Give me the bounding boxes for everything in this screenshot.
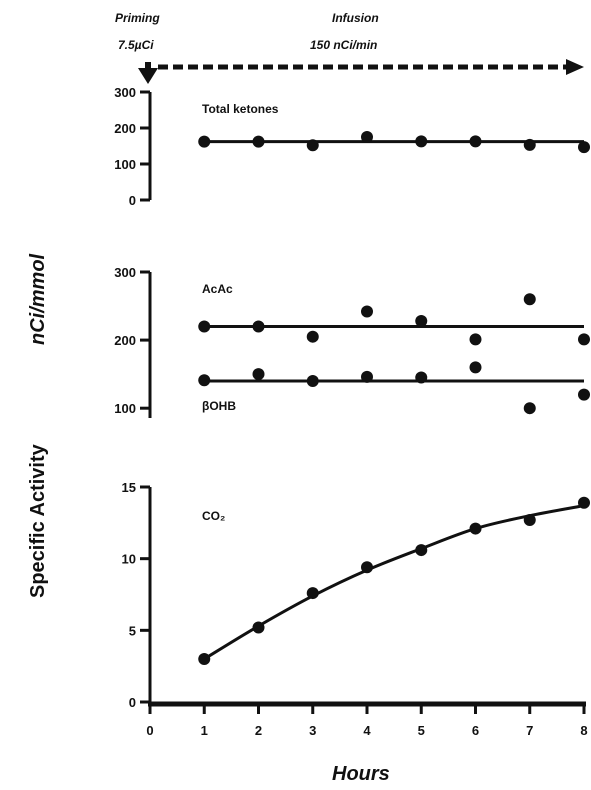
data-point-middle-0 xyxy=(578,333,590,346)
priming-arrow xyxy=(138,62,158,84)
data-point-top-0 xyxy=(198,135,211,148)
priming-dose: 7.5µCi xyxy=(118,38,154,52)
y-tick-label-bottom: 10 xyxy=(122,552,136,567)
data-point-middle-1 xyxy=(252,368,265,381)
data-point-middle-0 xyxy=(252,320,265,333)
infusion-arrow xyxy=(158,59,584,75)
data-point-top-0 xyxy=(415,135,428,148)
data-point-bottom-0 xyxy=(578,496,590,509)
x-tick-label: 7 xyxy=(526,723,533,738)
data-point-top-0 xyxy=(306,139,319,152)
infusion-title: Infusion xyxy=(332,11,379,25)
y-tick-label-top: 0 xyxy=(129,193,136,208)
y-tick-label-bottom: 15 xyxy=(122,480,136,495)
y-axis-label: Specific Activity xyxy=(27,443,49,598)
x-tick-label: 5 xyxy=(418,723,425,738)
data-point-bottom-0 xyxy=(252,621,265,634)
y-tick-label-bottom: 5 xyxy=(129,623,136,638)
y-tick-label-middle: 200 xyxy=(114,333,136,348)
data-point-middle-0 xyxy=(523,293,536,306)
infusion-rate: 150 nCi/min xyxy=(310,38,377,52)
data-point-top-0 xyxy=(578,141,590,154)
data-point-bottom-0 xyxy=(415,544,428,557)
y-tick-label-top: 100 xyxy=(114,157,136,172)
x-tick-label: 0 xyxy=(146,723,153,738)
data-point-middle-1 xyxy=(198,374,211,387)
priming-title: Priming xyxy=(115,11,160,25)
data-point-bottom-0 xyxy=(469,522,482,535)
x-tick-label: 4 xyxy=(363,723,371,738)
series-label-acac: AcAc xyxy=(202,282,233,296)
x-tick-label: 6 xyxy=(472,723,479,738)
data-point-middle-0 xyxy=(361,305,373,318)
x-tick-label: 8 xyxy=(580,723,587,738)
data-point-bottom-0 xyxy=(198,653,211,665)
chart-marks: 0 100 200 300 100 200 300 0 5 10 15 0 1 2 3 4 5 6 7 8 xyxy=(114,85,590,738)
y-tick-label-middle: 100 xyxy=(114,401,136,416)
data-point-top-0 xyxy=(252,135,265,148)
data-point-middle-1 xyxy=(578,388,590,401)
series-label-total-ketones: Total ketones xyxy=(202,102,279,116)
fit-curve-bottom xyxy=(203,504,585,661)
data-point-middle-1 xyxy=(469,361,482,374)
data-point-top-0 xyxy=(469,135,482,148)
data-point-top-0 xyxy=(361,131,373,143)
x-axis-label: Hours xyxy=(332,763,390,785)
y-axis-unit: nCi/mmol xyxy=(27,253,49,345)
data-point-middle-1 xyxy=(523,402,536,415)
data-point-middle-0 xyxy=(469,333,482,346)
x-tick-label: 2 xyxy=(255,723,262,738)
data-point-middle-1 xyxy=(415,371,428,384)
data-point-top-0 xyxy=(523,138,536,151)
data-point-middle-0 xyxy=(415,315,428,328)
data-point-middle-1 xyxy=(361,370,373,383)
data-point-bottom-0 xyxy=(361,561,373,574)
data-point-middle-1 xyxy=(306,374,319,387)
data-point-middle-0 xyxy=(306,330,319,343)
y-tick-label-top: 300 xyxy=(114,85,136,100)
x-tick-label: 3 xyxy=(309,723,316,738)
series-label-co2: CO₂ xyxy=(202,509,225,523)
y-tick-label-middle: 300 xyxy=(114,265,136,280)
data-point-middle-0 xyxy=(198,320,211,333)
y-tick-label-top: 200 xyxy=(114,121,136,136)
data-point-bottom-0 xyxy=(523,513,536,526)
y-tick-label-bottom: 0 xyxy=(129,695,136,710)
data-point-bottom-0 xyxy=(306,587,319,600)
series-label-bohb: βOHB xyxy=(202,399,236,413)
x-tick-label: 1 xyxy=(201,723,208,738)
